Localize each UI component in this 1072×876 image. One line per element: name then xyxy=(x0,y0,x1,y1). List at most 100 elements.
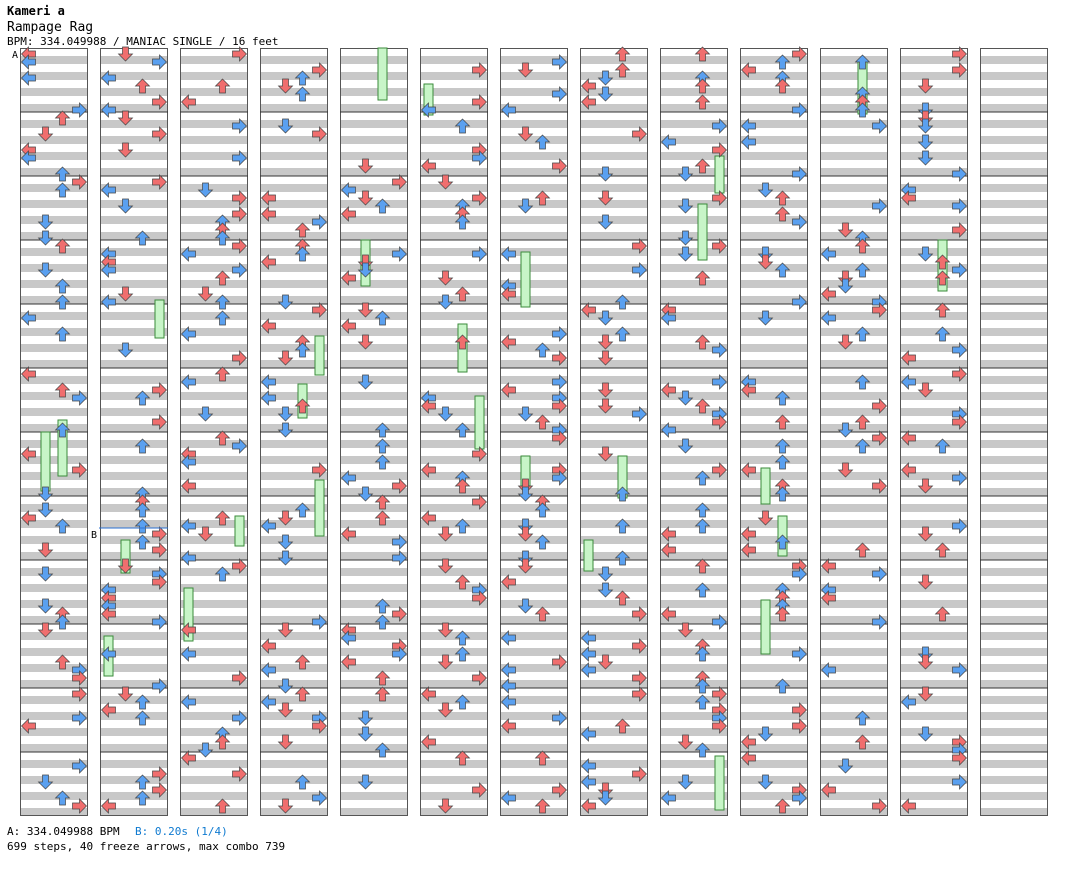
step-arrow xyxy=(341,318,356,334)
step-arrow xyxy=(614,294,631,310)
lane-stripe xyxy=(340,712,408,720)
arrow-shape xyxy=(437,270,454,286)
arrow-shape xyxy=(72,758,87,774)
lane-stripe xyxy=(20,728,88,736)
lane-stripe xyxy=(660,632,728,640)
lane-stripe xyxy=(580,808,648,816)
arrow-shape xyxy=(901,374,916,390)
arrow-shape xyxy=(854,326,871,342)
arrow-shape xyxy=(712,686,727,702)
step-arrow xyxy=(454,478,471,494)
lane-stripe xyxy=(820,744,888,752)
step-arrow xyxy=(181,246,196,262)
arrow-shape xyxy=(181,454,196,470)
arrow-shape xyxy=(214,78,231,94)
lane-stripe xyxy=(820,792,888,800)
lane-stripe xyxy=(420,472,488,480)
lane-stripe xyxy=(580,216,648,224)
lane-stripe xyxy=(180,728,248,736)
lane-stripe xyxy=(740,216,808,224)
step-arrow xyxy=(181,622,196,638)
step-arrow xyxy=(214,510,231,526)
lane-stripe xyxy=(820,424,888,432)
arrow-shape xyxy=(117,46,134,62)
step-arrow xyxy=(741,462,756,478)
step-arrow xyxy=(134,518,151,534)
arrow-shape xyxy=(312,214,327,230)
lane-stripe xyxy=(20,104,88,112)
arrow-shape xyxy=(437,654,454,670)
arrow-shape xyxy=(152,174,167,190)
arrow-shape xyxy=(312,126,327,142)
arrow-shape xyxy=(694,270,711,286)
lane-stripe xyxy=(340,136,408,144)
lane-stripe xyxy=(180,792,248,800)
lane-stripe xyxy=(420,248,488,256)
lane-stripe xyxy=(100,712,168,720)
arrow-shape xyxy=(917,654,934,670)
lane-stripe xyxy=(660,376,728,384)
lane-stripe xyxy=(420,504,488,512)
arrow-shape xyxy=(917,526,934,542)
lane-stripe xyxy=(980,616,1048,624)
lane-stripe xyxy=(420,760,488,768)
lane-stripe xyxy=(20,792,88,800)
arrow-shape xyxy=(357,190,374,206)
lane-stripe xyxy=(100,616,168,624)
arrow-shape xyxy=(214,734,231,750)
lane-stripe xyxy=(180,488,248,496)
lane-stripe xyxy=(340,440,408,448)
arrow-shape xyxy=(54,278,71,294)
arrow-shape xyxy=(232,150,247,166)
step-arrow xyxy=(294,246,311,262)
arrow-shape xyxy=(37,126,54,142)
lane-stripe xyxy=(180,472,248,480)
arrow-shape xyxy=(694,742,711,758)
lane-stripe xyxy=(980,472,1048,480)
arrow-shape xyxy=(54,654,71,670)
arrow-shape xyxy=(661,134,676,150)
arrow-shape xyxy=(261,254,276,270)
lane-stripe xyxy=(580,696,648,704)
arrow-shape xyxy=(472,590,487,606)
arrow-shape xyxy=(294,70,311,86)
lane-stripe xyxy=(340,616,408,624)
arrow-shape xyxy=(232,118,247,134)
step-arrow xyxy=(854,262,871,278)
step-arrow xyxy=(552,710,567,726)
step-arrow xyxy=(581,646,596,662)
lane-stripe xyxy=(820,200,888,208)
lane-stripe xyxy=(500,472,568,480)
step-arrow xyxy=(917,646,934,662)
lane-stripe xyxy=(420,392,488,400)
step-arrow xyxy=(821,782,836,798)
arrow-shape xyxy=(72,174,87,190)
step-arrow xyxy=(712,342,727,358)
step-arrow xyxy=(952,198,967,214)
freeze-arrow xyxy=(697,203,708,261)
step-arrow xyxy=(454,518,471,534)
lane-stripe xyxy=(900,408,968,416)
arrow-shape xyxy=(952,342,967,358)
lane-stripe xyxy=(340,312,408,320)
step-arrow xyxy=(232,350,247,366)
step-arrow xyxy=(614,326,631,342)
lane-stripe xyxy=(900,760,968,768)
freeze-arrow xyxy=(520,251,531,308)
freeze-arrow xyxy=(234,515,245,547)
step-arrow xyxy=(552,430,567,446)
lane-stripe xyxy=(20,440,88,448)
arrow-shape xyxy=(277,622,294,638)
step-arrow xyxy=(357,334,374,350)
arrow-shape xyxy=(597,166,614,182)
arrow-shape xyxy=(152,542,167,558)
arrow-shape xyxy=(774,54,791,70)
lane-stripe xyxy=(20,312,88,320)
lane-stripe xyxy=(420,88,488,96)
arrow-shape xyxy=(437,558,454,574)
step-arrow xyxy=(661,606,676,622)
lane-stripe xyxy=(100,152,168,160)
arrow-shape xyxy=(517,126,534,142)
step-arrow xyxy=(312,214,327,230)
step-arrow xyxy=(597,86,614,102)
